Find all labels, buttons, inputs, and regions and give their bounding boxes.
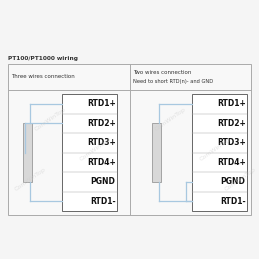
Text: RTD2+: RTD2+: [87, 119, 116, 128]
Text: Three wires connection: Three wires connection: [11, 75, 75, 80]
Text: ComWinTop: ComWinTop: [78, 136, 112, 162]
Text: Need to short RTD(n)- and GND: Need to short RTD(n)- and GND: [133, 80, 213, 84]
Text: RTD1+: RTD1+: [217, 99, 246, 108]
Text: ComWinTop: ComWinTop: [198, 136, 232, 162]
Text: ComWinTop: ComWinTop: [224, 166, 256, 192]
Text: RTD4+: RTD4+: [217, 158, 246, 167]
Bar: [8, 64, 251, 215]
Bar: [152, 123, 161, 182]
Text: PGND: PGND: [221, 177, 246, 186]
Text: ComWinTop: ComWinTop: [13, 166, 47, 192]
Text: RTD3+: RTD3+: [87, 138, 116, 147]
Text: ComWinTop: ComWinTop: [33, 106, 67, 132]
Bar: [62, 94, 117, 211]
Text: RTD2+: RTD2+: [217, 119, 246, 128]
Text: RTD1-: RTD1-: [220, 197, 246, 206]
Text: RTD4+: RTD4+: [87, 158, 116, 167]
Bar: [23, 123, 32, 182]
Text: RTD3+: RTD3+: [217, 138, 246, 147]
Text: PT100/PT1000 wiring: PT100/PT1000 wiring: [8, 56, 78, 61]
Text: ComWinTop: ComWinTop: [154, 106, 186, 132]
Text: RTD1-: RTD1-: [90, 197, 116, 206]
Text: RTD1+: RTD1+: [87, 99, 116, 108]
Bar: [192, 94, 247, 211]
Text: Two wires connection: Two wires connection: [133, 69, 191, 75]
Text: PGND: PGND: [91, 177, 116, 186]
